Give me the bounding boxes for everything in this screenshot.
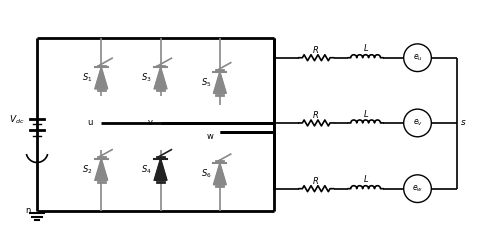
Text: $S_6$: $S_6$ — [201, 168, 212, 180]
Text: $e_v$: $e_v$ — [413, 118, 423, 128]
Text: $S_2$: $S_2$ — [82, 163, 93, 176]
Text: $e_w$: $e_w$ — [412, 183, 423, 194]
Text: w: w — [207, 132, 214, 141]
Text: s: s — [461, 118, 466, 128]
Text: L: L — [363, 175, 368, 184]
Text: $S_3$: $S_3$ — [141, 72, 152, 84]
Text: $S_4$: $S_4$ — [141, 163, 152, 176]
Text: L: L — [363, 44, 368, 53]
Polygon shape — [214, 163, 226, 185]
Text: R: R — [313, 46, 319, 55]
Text: n: n — [25, 206, 31, 215]
Polygon shape — [95, 67, 108, 89]
Polygon shape — [154, 67, 167, 89]
Text: $V_{dc}$: $V_{dc}$ — [9, 113, 25, 126]
Text: $S_1$: $S_1$ — [82, 72, 93, 84]
Polygon shape — [214, 72, 226, 93]
Text: v: v — [148, 118, 153, 128]
Text: L: L — [363, 109, 368, 118]
Polygon shape — [95, 159, 108, 180]
Text: $e_u$: $e_u$ — [413, 52, 423, 63]
Text: R: R — [313, 111, 319, 120]
Text: R: R — [313, 177, 319, 186]
Polygon shape — [154, 159, 167, 180]
Text: u: u — [88, 118, 93, 128]
Text: $S_5$: $S_5$ — [201, 76, 211, 89]
